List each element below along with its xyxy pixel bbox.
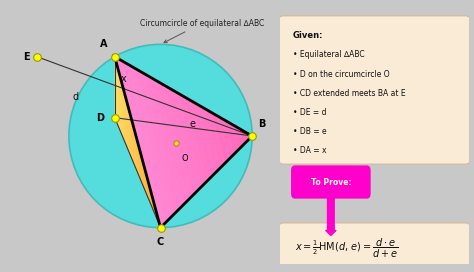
Polygon shape	[238, 128, 247, 145]
Polygon shape	[115, 57, 117, 123]
Polygon shape	[142, 159, 145, 189]
Text: D: D	[96, 113, 104, 123]
Polygon shape	[142, 73, 183, 209]
Polygon shape	[121, 82, 124, 140]
Text: $x = \frac{1}{2}\mathrm{HM}(d,\,e) = \dfrac{d \cdot e}{d + e}$: $x = \frac{1}{2}\mathrm{HM}(d,\,e) = \df…	[295, 237, 399, 260]
Polygon shape	[131, 116, 133, 162]
Text: Given:: Given:	[293, 31, 323, 40]
Text: B: B	[258, 119, 265, 129]
Text: • DB = e: • DB = e	[293, 127, 327, 136]
Polygon shape	[154, 202, 156, 217]
Polygon shape	[218, 116, 234, 159]
Polygon shape	[231, 124, 243, 150]
Polygon shape	[117, 65, 119, 129]
FancyBboxPatch shape	[278, 223, 471, 272]
Circle shape	[69, 44, 252, 228]
Text: O: O	[182, 154, 188, 163]
Polygon shape	[145, 168, 147, 195]
Text: e: e	[190, 119, 196, 129]
Text: To Prove:: To Prove:	[310, 178, 351, 187]
Polygon shape	[128, 108, 131, 156]
Polygon shape	[137, 142, 140, 178]
Point	[173, 141, 180, 146]
Text: • CD extended meets BA at E: • CD extended meets BA at E	[293, 89, 406, 98]
Text: • D on the circumcircle O: • D on the circumcircle O	[293, 70, 390, 79]
Polygon shape	[176, 92, 206, 186]
Text: E: E	[23, 52, 29, 62]
Polygon shape	[133, 125, 136, 167]
Polygon shape	[190, 100, 216, 177]
Text: Circumcircle of equilateral ∆ABC: Circumcircle of equilateral ∆ABC	[140, 19, 264, 43]
Point	[248, 134, 256, 138]
FancyArrowPatch shape	[326, 197, 336, 236]
Text: • Equilateral ∆ABC: • Equilateral ∆ABC	[293, 50, 365, 59]
Polygon shape	[128, 64, 174, 218]
Polygon shape	[147, 176, 149, 200]
Polygon shape	[204, 108, 225, 168]
Polygon shape	[170, 88, 202, 191]
Point	[33, 54, 41, 59]
Polygon shape	[163, 84, 197, 196]
Polygon shape	[115, 57, 165, 228]
Polygon shape	[115, 57, 252, 228]
Text: • DA = x: • DA = x	[293, 146, 327, 155]
Polygon shape	[149, 76, 188, 205]
Polygon shape	[151, 193, 154, 211]
Polygon shape	[136, 134, 137, 173]
Polygon shape	[197, 104, 220, 173]
Polygon shape	[211, 112, 229, 163]
Polygon shape	[149, 185, 151, 206]
Text: x: x	[121, 74, 127, 84]
Polygon shape	[126, 99, 128, 151]
Polygon shape	[119, 74, 121, 134]
Text: • DE = d: • DE = d	[293, 108, 327, 117]
Polygon shape	[124, 91, 126, 145]
Point	[111, 54, 118, 59]
Polygon shape	[136, 69, 179, 214]
Polygon shape	[245, 132, 252, 141]
Polygon shape	[156, 211, 158, 222]
Text: d: d	[73, 92, 79, 102]
Text: C: C	[157, 237, 164, 247]
FancyBboxPatch shape	[278, 16, 471, 164]
Point	[157, 225, 164, 230]
Polygon shape	[183, 96, 211, 182]
Polygon shape	[115, 57, 161, 228]
Polygon shape	[140, 151, 142, 184]
Point	[111, 116, 118, 120]
Polygon shape	[121, 61, 170, 223]
Polygon shape	[225, 120, 238, 154]
Polygon shape	[158, 219, 161, 228]
Text: A: A	[100, 39, 108, 49]
FancyBboxPatch shape	[291, 165, 371, 199]
Polygon shape	[156, 81, 192, 200]
